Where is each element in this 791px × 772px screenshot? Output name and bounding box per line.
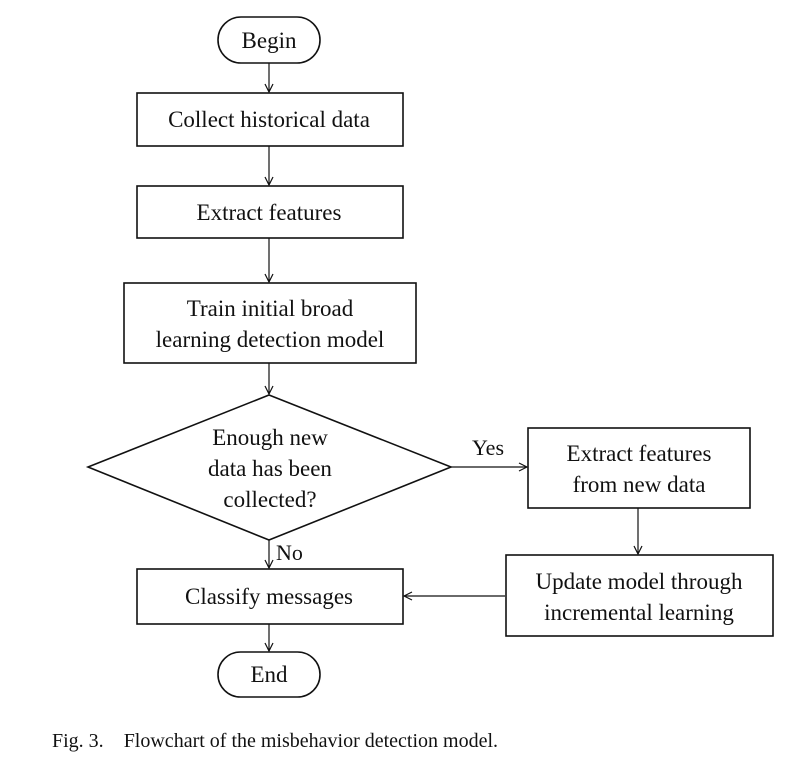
extract-new-data-label-line1: Extract features — [567, 441, 712, 466]
classify-messages-label: Classify messages — [185, 584, 353, 609]
extract-features-label: Extract features — [197, 200, 342, 225]
update-model-label-line2: incremental learning — [544, 600, 734, 625]
figure-caption: Fig. 3. Flowchart of the misbehavior det… — [52, 730, 498, 753]
decision-label-line1: Enough new — [212, 425, 328, 450]
decision-label-line3: collected? — [223, 487, 316, 512]
caption-label: Fig. 3. — [52, 730, 104, 752]
yes-label: Yes — [472, 435, 504, 460]
update-model-label-line1: Update model through — [536, 569, 743, 594]
caption-text: Flowchart of the misbehavior detection m… — [124, 730, 498, 752]
train-model-label-line1: Train initial broad — [187, 296, 354, 321]
decision-label-line2: data has been — [208, 456, 332, 481]
collect-data-label: Collect historical data — [168, 107, 370, 132]
extract-new-data-label-line2: from new data — [573, 472, 706, 497]
begin-label: Begin — [242, 28, 297, 53]
end-label: End — [250, 662, 288, 687]
no-label: No — [276, 540, 303, 565]
train-model-label-line2: learning detection model — [156, 327, 385, 352]
